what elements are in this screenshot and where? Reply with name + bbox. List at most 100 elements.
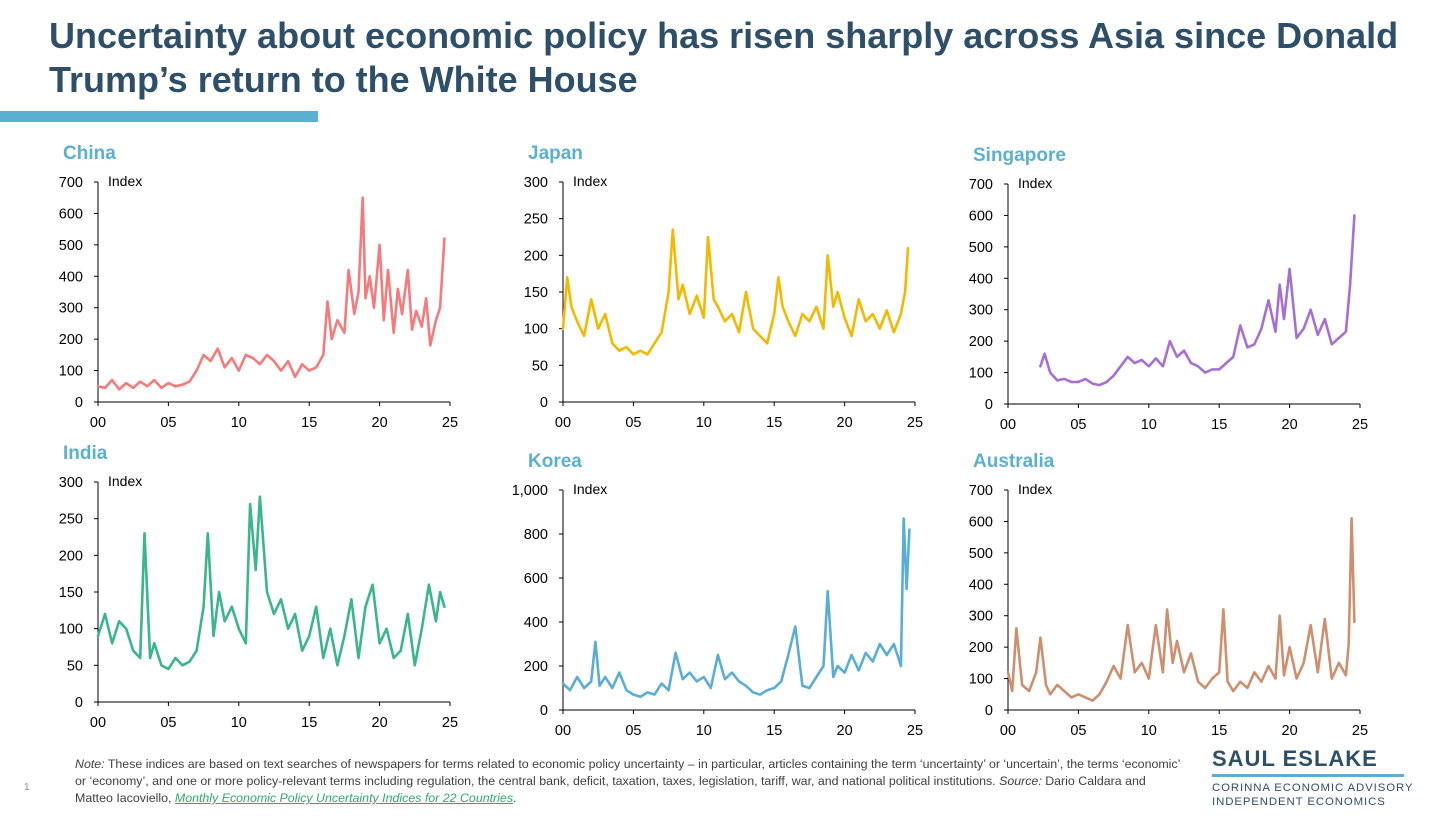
brand-logo: SAUL ESLAKE CORINNA ECONOMIC ADVISORY IN… <box>1212 746 1404 809</box>
x-tick-label: 00 <box>90 415 106 431</box>
title-accent-bar <box>0 111 318 122</box>
y-tick-label: 200 <box>524 659 548 675</box>
y-tick-label: 150 <box>524 285 548 301</box>
series-line <box>563 519 909 697</box>
y-tick-label: 400 <box>59 269 83 285</box>
x-tick-label: 15 <box>766 415 782 431</box>
y-tick-label: 600 <box>524 571 548 587</box>
x-tick-label: 05 <box>1070 417 1086 433</box>
x-tick-label: 20 <box>837 723 853 739</box>
y-tick-label: 300 <box>59 301 83 317</box>
series-line <box>1008 518 1354 700</box>
chart-india: IndiaIndex050100150200250300000510152025 <box>10 438 460 738</box>
x-tick-label: 10 <box>1141 723 1157 739</box>
x-tick-label: 05 <box>160 415 176 431</box>
x-tick-label: 15 <box>301 715 317 731</box>
brand-rule <box>1212 774 1404 777</box>
x-tick-label: 20 <box>1282 723 1298 739</box>
y-tick-label: 50 <box>67 658 83 674</box>
unit-label: Index <box>1018 175 1052 191</box>
x-tick-label: 25 <box>1352 723 1368 739</box>
y-tick-label: 100 <box>59 622 83 638</box>
x-tick-label: 05 <box>160 715 176 731</box>
y-tick-label: 700 <box>969 177 993 193</box>
y-tick-label: 100 <box>969 672 993 688</box>
x-tick-label: 20 <box>372 715 388 731</box>
y-tick-label: 200 <box>59 548 83 564</box>
unit-label: Index <box>108 173 142 189</box>
x-tick-label: 10 <box>1141 417 1157 433</box>
y-tick-label: 400 <box>969 271 993 287</box>
y-tick-label: 0 <box>540 703 548 719</box>
y-tick-label: 200 <box>969 334 993 350</box>
slide-number: 1 <box>24 782 30 793</box>
chart-title: India <box>63 443 108 464</box>
x-tick-label: 00 <box>1000 417 1016 433</box>
y-tick-label: 250 <box>524 212 548 228</box>
y-tick-label: 800 <box>524 527 548 543</box>
y-tick-label: 300 <box>969 609 993 625</box>
x-tick-label: 10 <box>696 415 712 431</box>
series-line <box>563 230 908 355</box>
x-tick-label: 00 <box>555 415 571 431</box>
source-link[interactable]: Monthly Economic Policy Uncertainty Indi… <box>175 791 513 805</box>
x-tick-label: 10 <box>231 415 247 431</box>
y-tick-label: 50 <box>532 358 548 374</box>
x-tick-label: 15 <box>301 415 317 431</box>
y-tick-label: 300 <box>524 175 548 191</box>
y-tick-label: 0 <box>75 395 83 411</box>
x-tick-label: 25 <box>442 715 458 731</box>
y-tick-label: 200 <box>969 640 993 656</box>
x-tick-label: 15 <box>766 723 782 739</box>
x-tick-label: 20 <box>837 415 853 431</box>
series-line <box>1040 215 1354 385</box>
y-tick-label: 300 <box>59 475 83 491</box>
unit-label: Index <box>573 481 607 497</box>
x-tick-label: 00 <box>1000 723 1016 739</box>
x-tick-label: 20 <box>372 415 388 431</box>
chart-title: China <box>63 143 116 164</box>
chart-title: Korea <box>528 451 582 472</box>
x-tick-label: 15 <box>1211 417 1227 433</box>
y-tick-label: 100 <box>524 322 548 338</box>
y-tick-label: 500 <box>969 240 993 256</box>
y-tick-label: 400 <box>969 577 993 593</box>
y-tick-label: 700 <box>59 175 83 191</box>
chart-australia: AustraliaIndex01002003004005006007000005… <box>920 446 1370 746</box>
x-tick-label: 00 <box>90 715 106 731</box>
y-tick-label: 300 <box>969 303 993 319</box>
x-tick-label: 15 <box>1211 723 1227 739</box>
y-tick-label: 600 <box>59 206 83 222</box>
chart-title: Australia <box>973 451 1055 472</box>
y-tick-label: 600 <box>969 208 993 224</box>
unit-label: Index <box>108 473 142 489</box>
brand-line-2: INDEPENDENT ECONOMICS <box>1212 795 1404 809</box>
y-tick-label: 100 <box>969 366 993 382</box>
y-tick-label: 200 <box>59 332 83 348</box>
y-tick-label: 150 <box>59 585 83 601</box>
chart-korea: KoreaIndex02004006008001,000000510152025 <box>475 446 925 746</box>
chart-title: Singapore <box>973 145 1066 166</box>
y-tick-label: 500 <box>59 238 83 254</box>
page-title: Uncertainty about economic policy has ri… <box>49 14 1429 102</box>
y-tick-label: 250 <box>59 512 83 528</box>
brand-name: SAUL ESLAKE <box>1212 746 1404 772</box>
x-tick-label: 05 <box>625 723 641 739</box>
y-tick-label: 100 <box>59 364 83 380</box>
note-label: Note: <box>75 757 105 771</box>
footnote: Note: These indices are based on text se… <box>75 756 1185 807</box>
x-tick-label: 00 <box>555 723 571 739</box>
x-tick-label: 20 <box>1282 417 1298 433</box>
y-tick-label: 400 <box>524 615 548 631</box>
chart-china: China Index 0 100 200 300 400 500 600 700 00 05 10 15… <box>10 138 460 438</box>
x-tick-label: 25 <box>1352 417 1368 433</box>
series-line <box>98 198 444 390</box>
x-tick-label: 10 <box>231 715 247 731</box>
chart-japan: JapanIndex050100150200250300000510152025 <box>475 138 925 438</box>
y-tick-label: 0 <box>985 397 993 413</box>
y-tick-label: 700 <box>969 483 993 499</box>
chart-title: Japan <box>528 143 583 164</box>
chart-singapore: Singapore Index 0 100 200 300 400 500 600 700 00 05… <box>920 140 1370 440</box>
y-tick-label: 600 <box>969 514 993 530</box>
source-label: Source: <box>999 774 1042 788</box>
